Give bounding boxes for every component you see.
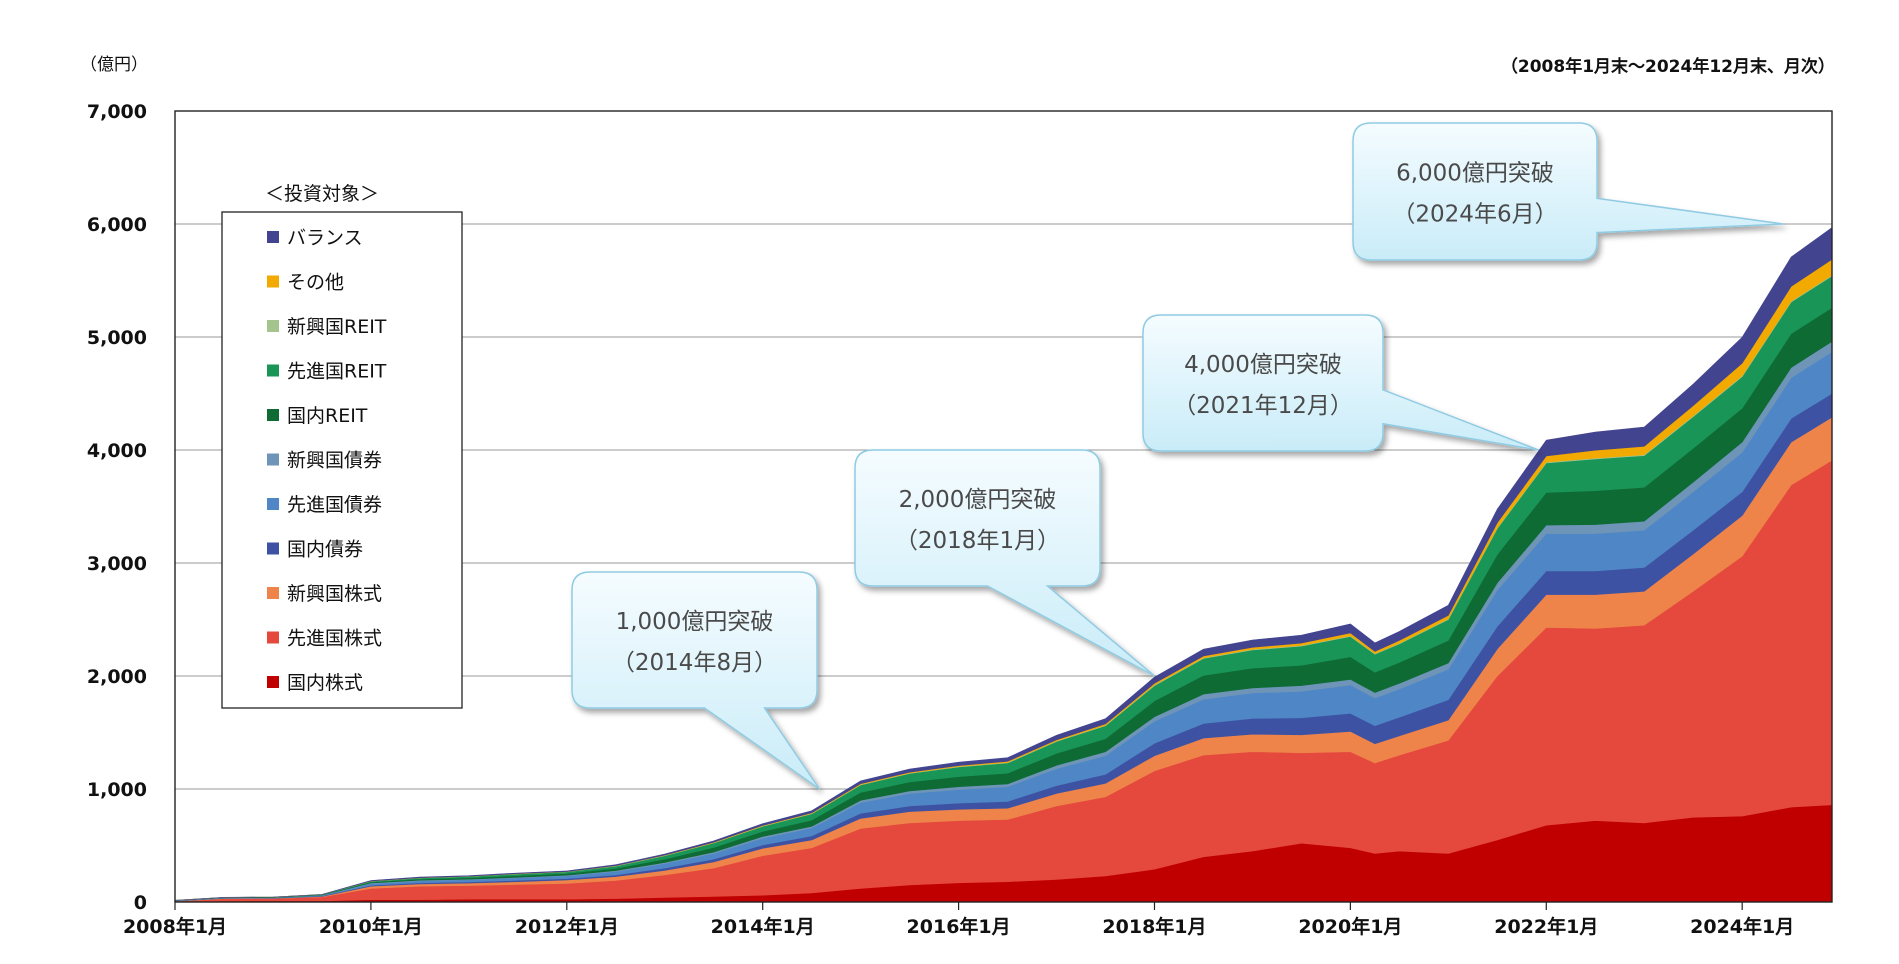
callout-line1: 6,000億円突破 [1396,161,1554,187]
x-tick-label: 2022年1月 [1494,915,1598,938]
legend-label: 新興国REIT [287,316,387,338]
y-tick-label: 0 [134,892,147,914]
legend-label: 国内株式 [287,672,363,694]
callout [854,449,1155,677]
legend-label: 国内REIT [287,405,368,427]
legend-label: 国内債券 [287,539,363,561]
y-tick-label: 7,000 [87,101,147,123]
callouts: 1,000億円突破 （2014年8月） 2,000億円突破 （2018年1月） 4,00… [571,122,1784,790]
callout-bubble [1142,314,1539,452]
legend-swatch [267,498,279,510]
y-tick-label: 2,000 [87,666,147,688]
axis-ticks: 0 1,000 2,000 3,000 4,000 5,000 6,000 7,000 2008… [87,101,1794,938]
x-tick-label: 2018年1月 [1102,915,1206,938]
legend-swatch [267,364,279,377]
legend-swatch [267,320,279,332]
callout [571,571,821,790]
legend-swatch [267,231,279,243]
callout-bubble [571,571,821,790]
callout [1352,122,1784,261]
legend-title: ＜投資対象＞ [265,183,379,205]
legend-swatch [267,631,279,644]
callout-line1: 4,000億円突破 [1184,352,1342,378]
x-tick-label: 2020年1月 [1298,915,1402,938]
legend-swatch [267,676,279,688]
y-tick-label: 4,000 [87,440,147,462]
y-tick-label: 3,000 [87,553,147,575]
legend-swatch [267,542,279,555]
y-tick-label: 1,000 [87,779,147,801]
legend-label: その他 [287,272,344,294]
x-tick-label: 2014年1月 [711,915,815,938]
period-note: （2008年1月末～2024年12月末、月次） [1501,56,1835,77]
y-tick-label: 6,000 [87,214,147,236]
legend-swatch [267,587,279,599]
x-tick-label: 2024年1月 [1690,915,1794,938]
legend-box [221,211,463,709]
legend-label: 新興国債券 [287,450,382,472]
y-axis-unit-label: （億円） [80,55,148,75]
callout-line2: （2021年12月） [1173,393,1353,419]
x-tick-label: 2010年1月 [319,915,423,938]
x-tick-label: 2012年1月 [515,915,619,938]
callout-line2: （2018年1月） [895,528,1060,554]
stacked-areas [174,227,1833,903]
legend-swatch [267,453,279,466]
legend-swatch [267,409,279,421]
x-tick-label: 2008年1月 [123,915,227,938]
callout-line1: 2,000億円突破 [899,487,1057,513]
callout [1142,314,1539,452]
legend-label: 先進国株式 [287,628,382,650]
callout-line2: （2014年8月） [612,650,777,676]
callout-bubble [854,449,1155,677]
callout-line1: 1,000億円突破 [616,609,774,635]
legend-label: バランス [287,227,363,249]
legend-label: 先進国REIT [287,361,387,383]
x-tick-label: 2016年1月 [907,915,1011,938]
callout-bubble [1352,122,1784,261]
legend-label: 新興国株式 [287,583,382,605]
callout-line2: （2024年6月） [1392,202,1557,228]
legend-swatch [267,275,279,288]
legend-label: 先進国債券 [287,494,382,516]
plot-frame [174,110,1833,903]
y-tick-label: 5,000 [87,327,147,349]
